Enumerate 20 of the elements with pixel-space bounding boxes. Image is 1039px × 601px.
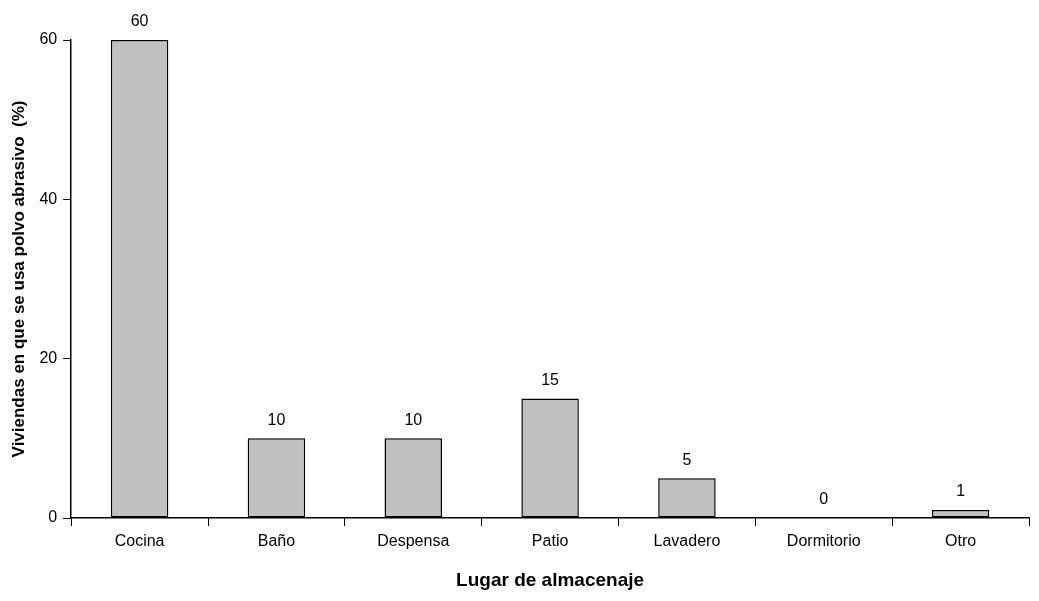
y-tick-label: 20 — [39, 349, 58, 367]
x-tick-label: Cocina — [114, 532, 165, 550]
x-tick-label: Otro — [945, 532, 977, 550]
y-tick-label: 40 — [39, 189, 58, 207]
data-label: 60 — [130, 12, 149, 30]
x-tick-label: Patio — [531, 532, 569, 550]
data-label: 1 — [956, 482, 966, 500]
x-tick-label: Lavadero — [653, 532, 721, 550]
data-label: 5 — [682, 450, 692, 468]
x-axis-title: Lugar de almacenaje — [456, 568, 645, 590]
x-tick-label: Dormitorio — [786, 532, 861, 550]
y-tick-label: 60 — [39, 30, 58, 48]
y-tick-label: 0 — [48, 508, 58, 526]
x-tick-label: Despensa — [377, 532, 450, 550]
data-label: 15 — [541, 370, 560, 388]
x-tick-label: Baño — [257, 532, 296, 550]
data-label: 10 — [267, 410, 286, 428]
data-label: 0 — [819, 490, 829, 508]
data-label: 10 — [404, 410, 423, 428]
y-axis-title: Viviendas en que se usa polvo abrasivo (%) — [8, 100, 28, 458]
